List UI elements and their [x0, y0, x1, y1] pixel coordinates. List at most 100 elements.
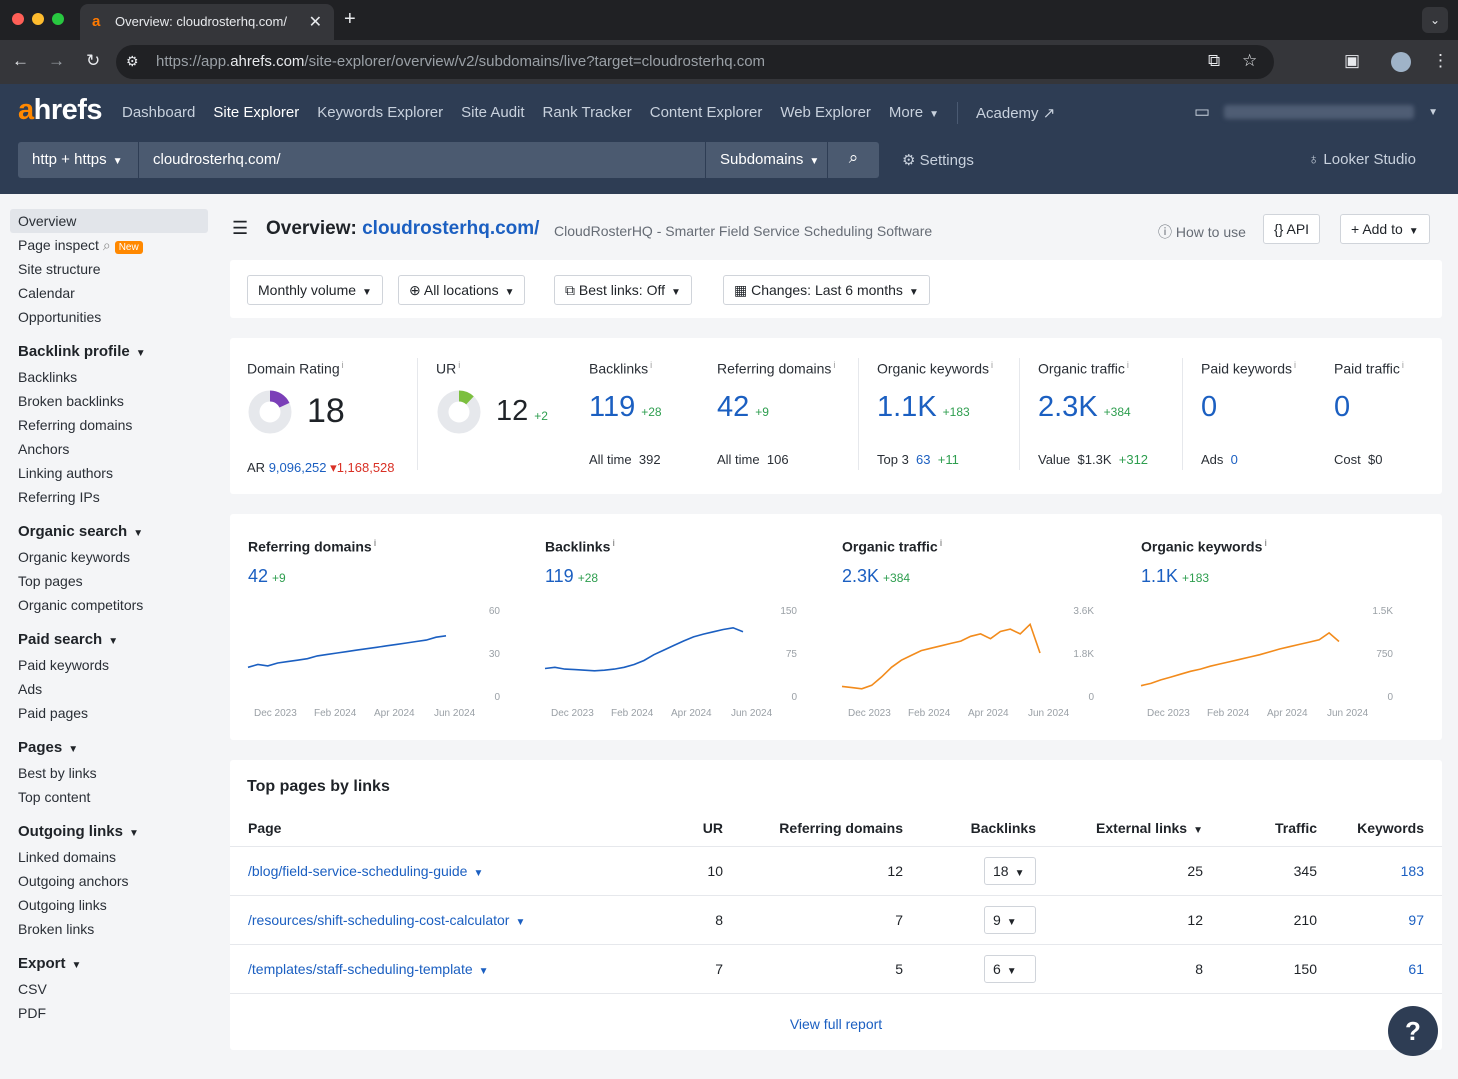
browser-menu-icon[interactable]: ⋮ [1432, 51, 1449, 70]
sidebar-item[interactable]: Anchors [18, 441, 70, 457]
sidebar-item-calendar[interactable]: Calendar [18, 285, 75, 301]
target-input[interactable]: cloudrosterhq.com/ [139, 142, 706, 178]
back-arrow-icon[interactable]: ← [12, 51, 29, 70]
sidebar-item-page-inspect[interactable]: Page inspect ⌕ New [10, 233, 208, 257]
side-panel-icon[interactable]: ▣ [1344, 51, 1361, 70]
metric-referring-domains[interactable]: Referring domains i 42 +9 All time 106 [717, 360, 835, 467]
best-links-dropdown[interactable]: ⧉ Best links: Off ▼ [554, 275, 692, 305]
sidebar-item[interactable]: Top pages [18, 573, 83, 589]
sidebar-item[interactable]: Linking authors [18, 465, 113, 481]
nav-more[interactable]: More ▼ [888, 104, 939, 121]
metric-ur[interactable]: UR i 12 +2 [436, 360, 548, 435]
sidebar-item[interactable]: Referring IPs [18, 489, 100, 505]
sidebar-item[interactable]: Ads [18, 681, 43, 697]
metric-organic-traffic[interactable]: Organic traffic i 2.3K +384 Value $1.3K +3… [1038, 360, 1148, 467]
site-settings-icon[interactable]: ⚙ [126, 53, 139, 69]
nav-content-explorer[interactable]: Content Explorer [649, 104, 763, 121]
col-external-links[interactable]: External links ▼ [1054, 810, 1221, 847]
nav-web-explorer[interactable]: Web Explorer [780, 104, 871, 121]
keywords-link[interactable]: 183 [1400, 863, 1424, 879]
col-page[interactable]: Page [230, 810, 671, 847]
sidebar-item-site-structure[interactable]: Site structure [18, 261, 101, 277]
looker-studio-button[interactable]: ♁ Looker Studio [1308, 151, 1416, 168]
backlinks-dropdown[interactable]: 18 ▼ [984, 857, 1036, 885]
keywords-link[interactable]: 61 [1408, 961, 1424, 977]
view-full-report-link[interactable]: View full report [789, 1016, 883, 1032]
sidebar-item[interactable]: Outgoing links [18, 897, 107, 913]
minimize-window-button[interactable] [32, 13, 44, 25]
how-to-use-link[interactable]: ⓘ How to use [1158, 224, 1246, 240]
sidebar-item[interactable]: Backlinks [18, 369, 78, 385]
col-referring-domains[interactable]: Referring domains [741, 810, 921, 847]
backlinks-dropdown[interactable]: 6 ▼ [984, 955, 1036, 983]
trend-chart[interactable]: Backlinks i 119 +28 150 75 0 Dec 2023 Feb 2024 Ap… [527, 514, 823, 740]
metric-domain-rating[interactable]: Domain Rating i 18 AR 9,096,252 ▾1,168,52… [247, 360, 395, 475]
page-link[interactable]: /templates/staff-scheduling-template [248, 961, 473, 977]
sidebar-group-header[interactable]: Paid search ▼ [18, 631, 119, 648]
sidebar-item[interactable]: Top content [18, 789, 91, 805]
sidebar-group-header[interactable]: Backlink profile ▼ [18, 343, 146, 360]
sidebar-group-header[interactable]: Outgoing links ▼ [18, 823, 139, 840]
metric-paid-keywords[interactable]: Paid keywords i 0 Ads 0 [1201, 360, 1296, 467]
protocol-dropdown[interactable]: http + https ▼ [18, 142, 139, 178]
sidebar-item[interactable]: Paid pages [18, 705, 89, 721]
page-link[interactable]: /resources/shift-scheduling-cost-calcula… [248, 912, 510, 928]
metric-paid-traffic[interactable]: Paid traffic i 0 Cost $0 [1334, 360, 1404, 467]
metric-organic-keywords[interactable]: Organic keywords i 1.1K +183 Top 3 63 +11 [877, 360, 993, 467]
keywords-link[interactable]: 97 [1408, 912, 1424, 928]
col-backlinks[interactable]: Backlinks [921, 810, 1054, 847]
monthly-volume-dropdown[interactable]: Monthly volume ▼ [247, 275, 383, 305]
page-caret-icon[interactable]: ▼ [515, 917, 526, 928]
trend-chart[interactable]: Organic keywords i 1.1K +183 1.5K 750 0 Dec 202… [1123, 514, 1419, 740]
sidebar-group-header[interactable]: Export ▼ [18, 955, 82, 972]
nav-rank-tracker[interactable]: Rank Tracker [542, 104, 632, 121]
window-controls[interactable] [12, 13, 64, 25]
sidebar-item[interactable]: PDF [18, 1005, 46, 1021]
col-ur[interactable]: UR [671, 810, 741, 847]
close-window-button[interactable] [12, 13, 24, 25]
sidebar-item[interactable]: Best by links [18, 765, 97, 781]
sidebar-item[interactable]: Organic competitors [18, 597, 144, 613]
nav-dashboard[interactable]: Dashboard [122, 104, 196, 121]
locations-dropdown[interactable]: ⊕ All locations ▼ [398, 275, 526, 305]
sidebar-item[interactable]: Broken backlinks [18, 393, 124, 409]
nav-site-explorer[interactable]: Site Explorer [213, 104, 300, 121]
nav-keywords-explorer[interactable]: Keywords Explorer [317, 104, 444, 121]
sidebar-group-header[interactable]: Organic search ▼ [18, 523, 144, 540]
account-name-blurred[interactable] [1224, 105, 1415, 119]
sidebar-group-header[interactable]: Pages ▼ [18, 739, 79, 756]
menu-burger-icon[interactable]: ☰ [232, 218, 249, 238]
browser-tab[interactable]: a Overview: cloudrosterhq.com/ ✕ [80, 4, 334, 40]
sidebar-item[interactable]: Organic keywords [18, 549, 131, 565]
account-caret-icon[interactable]: ▼ [1428, 106, 1438, 118]
changes-dropdown[interactable]: ▦ Changes: Last 6 months ▼ [723, 275, 930, 305]
new-tab-icon[interactable]: + [344, 8, 356, 30]
help-button[interactable]: ? [1388, 1006, 1438, 1056]
metric-backlinks[interactable]: Backlinks i 119 +28 All time 392 [589, 360, 662, 467]
tab-search-chevron-icon[interactable]: ⌄ [1422, 7, 1448, 33]
sidebar-item[interactable]: Broken links [18, 921, 95, 937]
mode-dropdown[interactable]: Subdomains ▼ [706, 142, 828, 178]
reload-icon[interactable]: ↻ [86, 51, 101, 70]
add-to-button[interactable]: + Add to ▼ [1340, 214, 1430, 244]
search-button[interactable]: ⌕ [828, 142, 879, 178]
sidebar-item[interactable]: Referring domains [18, 417, 133, 433]
trend-chart[interactable]: Referring domains i 42 +9 60 30 0 Dec 2023 Feb 2… [230, 514, 526, 740]
page-caret-icon[interactable]: ▼ [478, 966, 489, 977]
sidebar-item-overview[interactable]: Overview [10, 209, 208, 233]
nav-academy[interactable]: Academy ↗ [976, 105, 1056, 122]
notifications-monitor-icon[interactable]: ▭ [1194, 102, 1211, 121]
page-caret-icon[interactable]: ▼ [473, 868, 484, 879]
translate-icon[interactable]: ⧉ [1208, 51, 1221, 70]
profile-avatar[interactable] [1391, 52, 1411, 72]
settings-button[interactable]: ⚙ Settings [902, 152, 974, 169]
col-traffic[interactable]: Traffic [1221, 810, 1335, 847]
nav-site-audit[interactable]: Site Audit [461, 104, 525, 121]
sidebar-item[interactable]: CSV [18, 981, 47, 997]
maximize-window-button[interactable] [52, 13, 64, 25]
col-keywords[interactable]: Keywords [1335, 810, 1442, 847]
trend-chart[interactable]: Organic traffic i 2.3K +384 3.6K 1.8K 0 Dec 202… [824, 514, 1120, 740]
sidebar-item[interactable]: Paid keywords [18, 657, 110, 673]
sidebar-item-opportunities[interactable]: Opportunities [18, 309, 102, 325]
bookmark-star-icon[interactable]: ☆ [1242, 51, 1258, 70]
